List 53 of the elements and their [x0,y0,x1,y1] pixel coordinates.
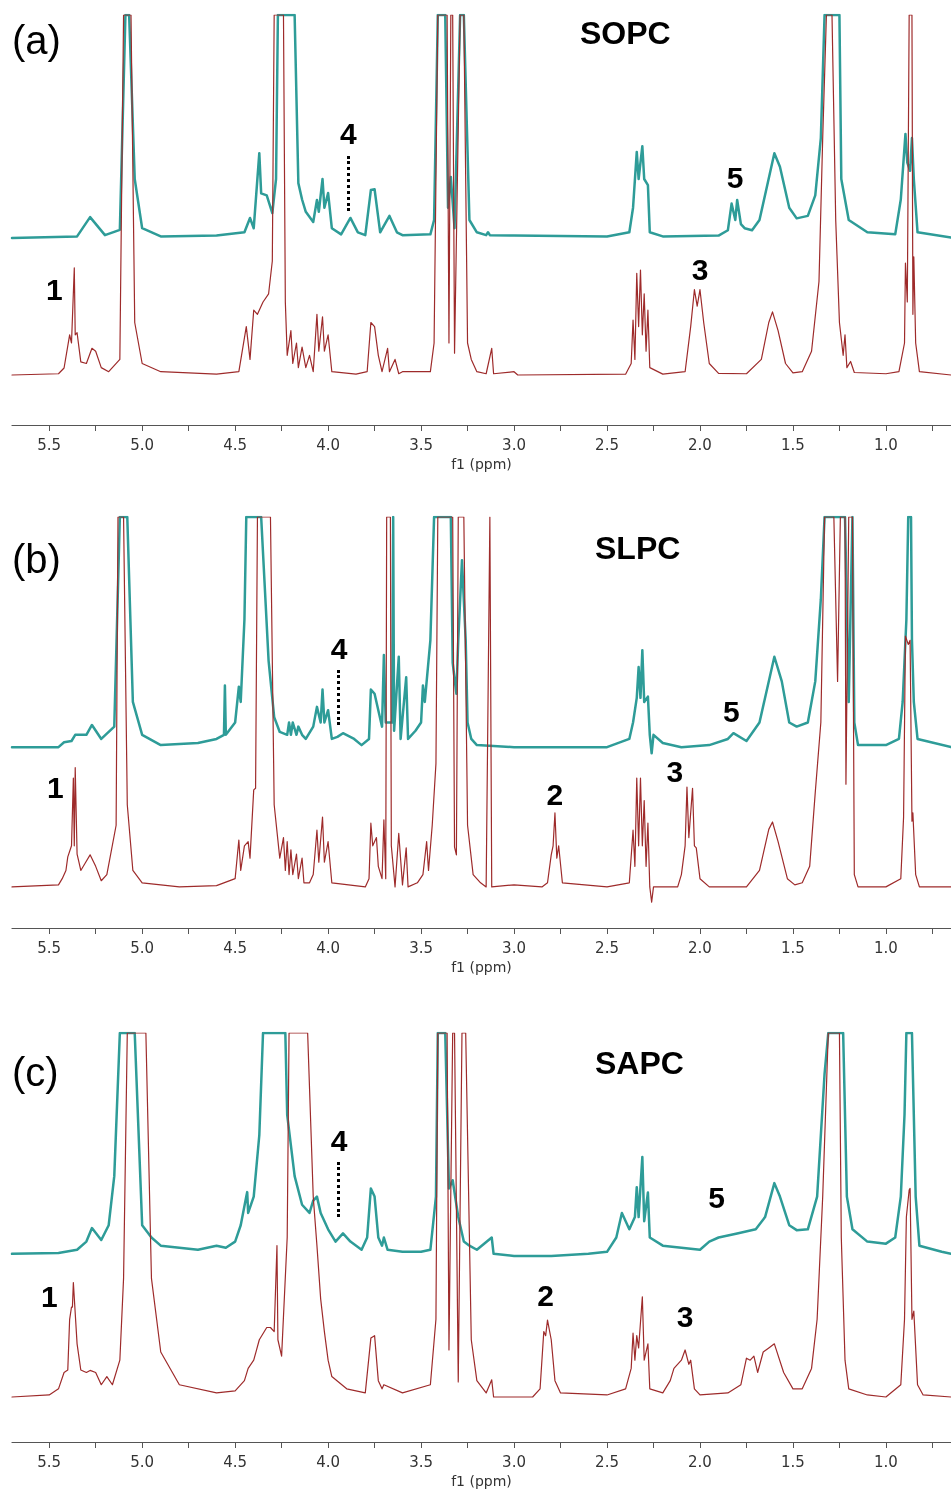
annotation: 3 [666,754,684,788]
x-tick-label: 4.0 [316,938,341,957]
chart-title: SAPC [595,1045,684,1081]
x-axis-title: f1 (ppm) [451,959,512,975]
x-tick-label: 2.5 [595,1452,619,1471]
chart-title: SLPC [595,530,681,566]
annotation: 1 [46,771,64,805]
x-axis-title: f1 (ppm) [451,456,512,472]
x-tick-label: 4.5 [223,1452,248,1471]
x-tick-label: 5.0 [130,1452,155,1471]
x-tick-label: 4.0 [316,435,341,454]
annotation: (c) [12,1050,59,1094]
x-tick-label: 3.0 [502,938,526,957]
annotation: 3 [691,253,709,287]
x-tick-label: 1.5 [781,435,805,454]
annotation: 1 [45,273,63,307]
x-tick-label: 1.5 [781,938,805,957]
annotation: 4 [340,117,358,151]
annotation: 3 [676,1300,694,1334]
x-tick-label: 5.5 [37,1452,62,1471]
x-tick-label: 2.0 [688,435,712,454]
x-tick-label: 3.5 [409,1452,433,1471]
x-tick-label: 5.5 [37,938,62,957]
x-tick-label: 4.5 [223,938,248,957]
x-tick-label: 3.5 [409,938,433,957]
annotation: 5 [708,1181,725,1214]
x-tick-label: 5.5 [37,435,62,454]
x-tick-label: 5.0 [130,435,155,454]
annotation: 4 [330,1123,348,1157]
x-tick-label: 3.5 [409,435,433,454]
chart-title: SOPC [580,15,671,51]
x-tick-label: 3.0 [502,435,526,454]
x-tick-label: 1.0 [873,1452,898,1471]
x-axis-title: f1 (ppm) [451,1473,512,1489]
annotation: 5 [726,161,744,195]
x-tick-label: 1.0 [873,435,898,454]
x-tick-label: 4.0 [316,1452,341,1471]
x-tick-label: 5.0 [130,938,155,957]
x-tick-label: 2.5 [595,435,619,454]
x-tick-label: 2.5 [595,938,619,957]
annotation: (b) [12,537,61,581]
x-tick-label: 4.5 [223,435,248,454]
annotation: (a) [12,18,61,62]
annotation: 4 [330,631,348,665]
x-tick-label: 2.0 [688,938,712,957]
annotation: 2 [537,1278,554,1312]
x-tick-label: 1.5 [781,1452,805,1471]
annotation: 1 [41,1279,58,1313]
x-tick-label: 1.0 [873,938,898,957]
x-tick-label: 3.0 [502,1452,526,1471]
annotation: 2 [546,778,564,812]
x-tick-label: 2.0 [688,1452,712,1471]
annotation: 5 [723,694,740,728]
